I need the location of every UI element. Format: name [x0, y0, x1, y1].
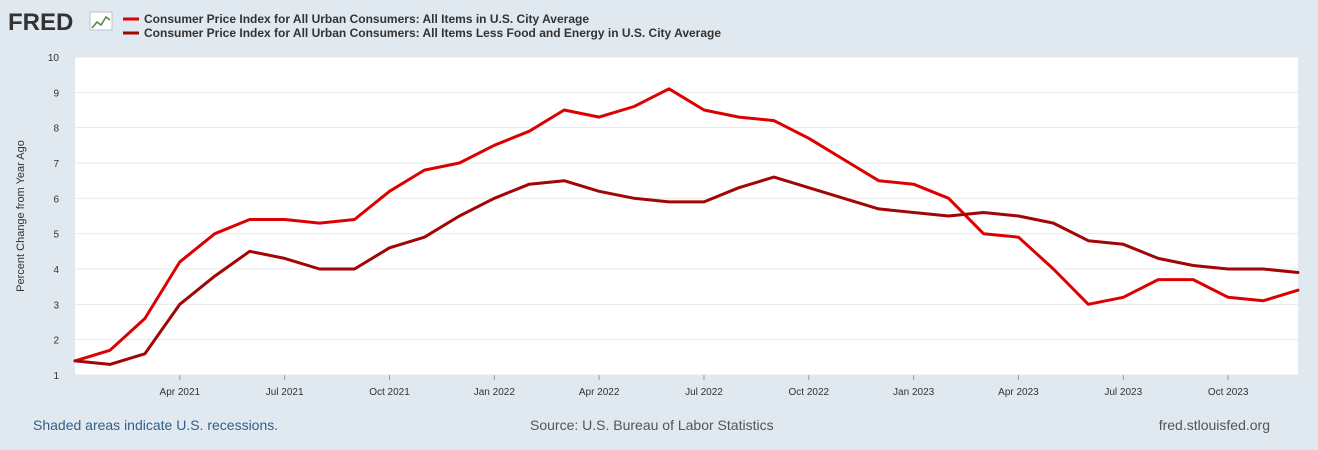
x-tick-label: Oct 2021: [369, 387, 410, 398]
y-tick-label: 2: [53, 336, 59, 347]
x-axis: Apr 2021 Jul 2021 Oct 2021 Jan 2022 Apr 2022…: [160, 375, 1249, 398]
x-tick-label: Apr 2023: [998, 387, 1039, 398]
fred-logo-text: FRED: [8, 9, 73, 36]
x-tick-label: Apr 2021: [160, 387, 201, 398]
x-tick-label: Jul 2022: [685, 387, 723, 398]
series-line-2: [73, 175, 1300, 366]
y-tick-label: 1: [53, 371, 59, 382]
x-tick-label: Jul 2021: [266, 387, 304, 398]
source-text: Source: U.S. Bureau of Labor Statistics: [530, 417, 774, 433]
x-tick-label: Jul 2023: [1104, 387, 1142, 398]
y-tick-label: 7: [53, 159, 59, 170]
series-line-1: [73, 87, 1300, 363]
y-tick-label: 6: [53, 194, 59, 205]
trend-chart-icon: [89, 11, 113, 31]
legend-label: Consumer Price Index for All Urban Consu…: [144, 12, 589, 26]
x-tick-label: Jan 2022: [474, 387, 516, 398]
series-lines: [73, 87, 1300, 366]
fred-logo[interactable]: FRED: [8, 9, 113, 36]
y-tick-label: 8: [53, 124, 59, 135]
x-tick-label: Jan 2023: [893, 387, 935, 398]
y-tick-label: 9: [53, 88, 59, 99]
site-link[interactable]: fred.stlouisfed.org: [1158, 417, 1270, 433]
x-tick-label: Apr 2022: [579, 387, 620, 398]
y-tick-label: 5: [53, 230, 59, 241]
legend: Consumer Price Index for All Urban Consu…: [123, 12, 721, 40]
plot-area: [75, 57, 1298, 375]
recession-note-link[interactable]: Shaded areas indicate U.S. recessions.: [33, 417, 279, 433]
x-tick-label: Oct 2022: [789, 387, 830, 398]
y-tick-label: 4: [53, 265, 59, 276]
y-tick-label: 10: [48, 53, 60, 64]
legend-label: Consumer Price Index for All Urban Consu…: [144, 26, 721, 40]
y-tick-label: 3: [53, 300, 59, 311]
gridlines: [75, 56, 1298, 376]
y-axis: 1 2 3 4 5 6 7 8 9 10: [48, 53, 60, 382]
y-axis-title: Percent Change from Year Ago: [15, 140, 27, 292]
x-tick-label: Oct 2023: [1208, 387, 1249, 398]
